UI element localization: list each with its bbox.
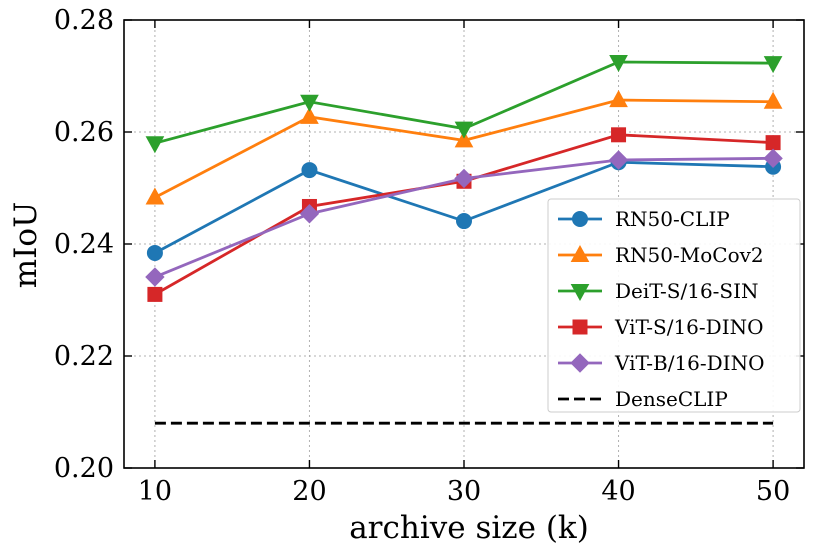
data-point [763,148,783,169]
data-point [300,94,319,112]
y-tick-label: 0.20 [54,453,114,484]
data-point [454,121,474,139]
data-point [300,106,319,124]
legend-marker [572,211,588,227]
data-point [456,213,472,230]
x-tick-label: 30 [447,476,481,507]
data-point [454,130,474,148]
legend: RN50-CLIP RN50-MoCov2 DeiT-S/16-SIN ViT-S/1… [547,198,801,413]
data-point [454,168,474,189]
data-point [611,127,627,143]
x-tick-label: 50 [756,476,790,507]
legend-item: RN50-MoCov2 [558,243,764,267]
data-point [145,136,165,154]
y-tick-label: 0.28 [54,5,114,36]
legend-marker [570,284,590,302]
data-point [147,286,163,302]
data-point [765,135,781,151]
legend-item: ViT-S/16-DINO [558,315,764,339]
y-tick-label: 0.24 [54,229,114,260]
series-1 [145,90,783,205]
series-group [145,55,783,425]
data-point [763,56,783,74]
legend-label: RN50-CLIP [615,207,730,231]
legend-item: DeiT-S/16-SIN [558,279,759,303]
data-point [299,204,320,224]
series-4 [145,148,783,287]
legend-box [547,198,801,413]
y-tick-label: 0.26 [54,117,114,148]
legend-label: DeiT-S/16-SIN [615,279,759,303]
legend-marker [570,244,590,262]
data-point [145,187,165,205]
series-2 [145,55,783,154]
legend-item: DenseCLIP [558,387,728,411]
x-axis-title: archive size (k) [349,510,589,546]
data-point [609,90,628,108]
legend-marker [572,319,588,335]
legend-label: ViT-B/16-DINO [614,351,764,375]
data-point [609,55,628,73]
legend-marker [570,353,590,373]
data-point [608,150,629,170]
data-point [301,162,318,179]
legend-label: ViT-S/16-DINO [614,315,764,339]
legend-label: DenseCLIP [615,387,728,411]
y-tick-label: 0.22 [54,341,114,372]
data-point [763,91,783,109]
legend-item: ViT-B/16-DINO [558,351,764,375]
legend-item: RN50-CLIP [558,207,730,231]
data-point [146,244,163,261]
data-point [145,267,165,287]
x-tick-label: 20 [292,476,326,507]
y-axis-title: mIoU [8,202,44,288]
legend-label: RN50-MoCov2 [615,243,764,267]
axis-ticks: 10 20 30 40 50 0.20 0.22 0.24 0.26 0.28 [54,5,804,507]
x-tick-label: 40 [601,476,635,507]
x-tick-label: 10 [138,476,172,507]
